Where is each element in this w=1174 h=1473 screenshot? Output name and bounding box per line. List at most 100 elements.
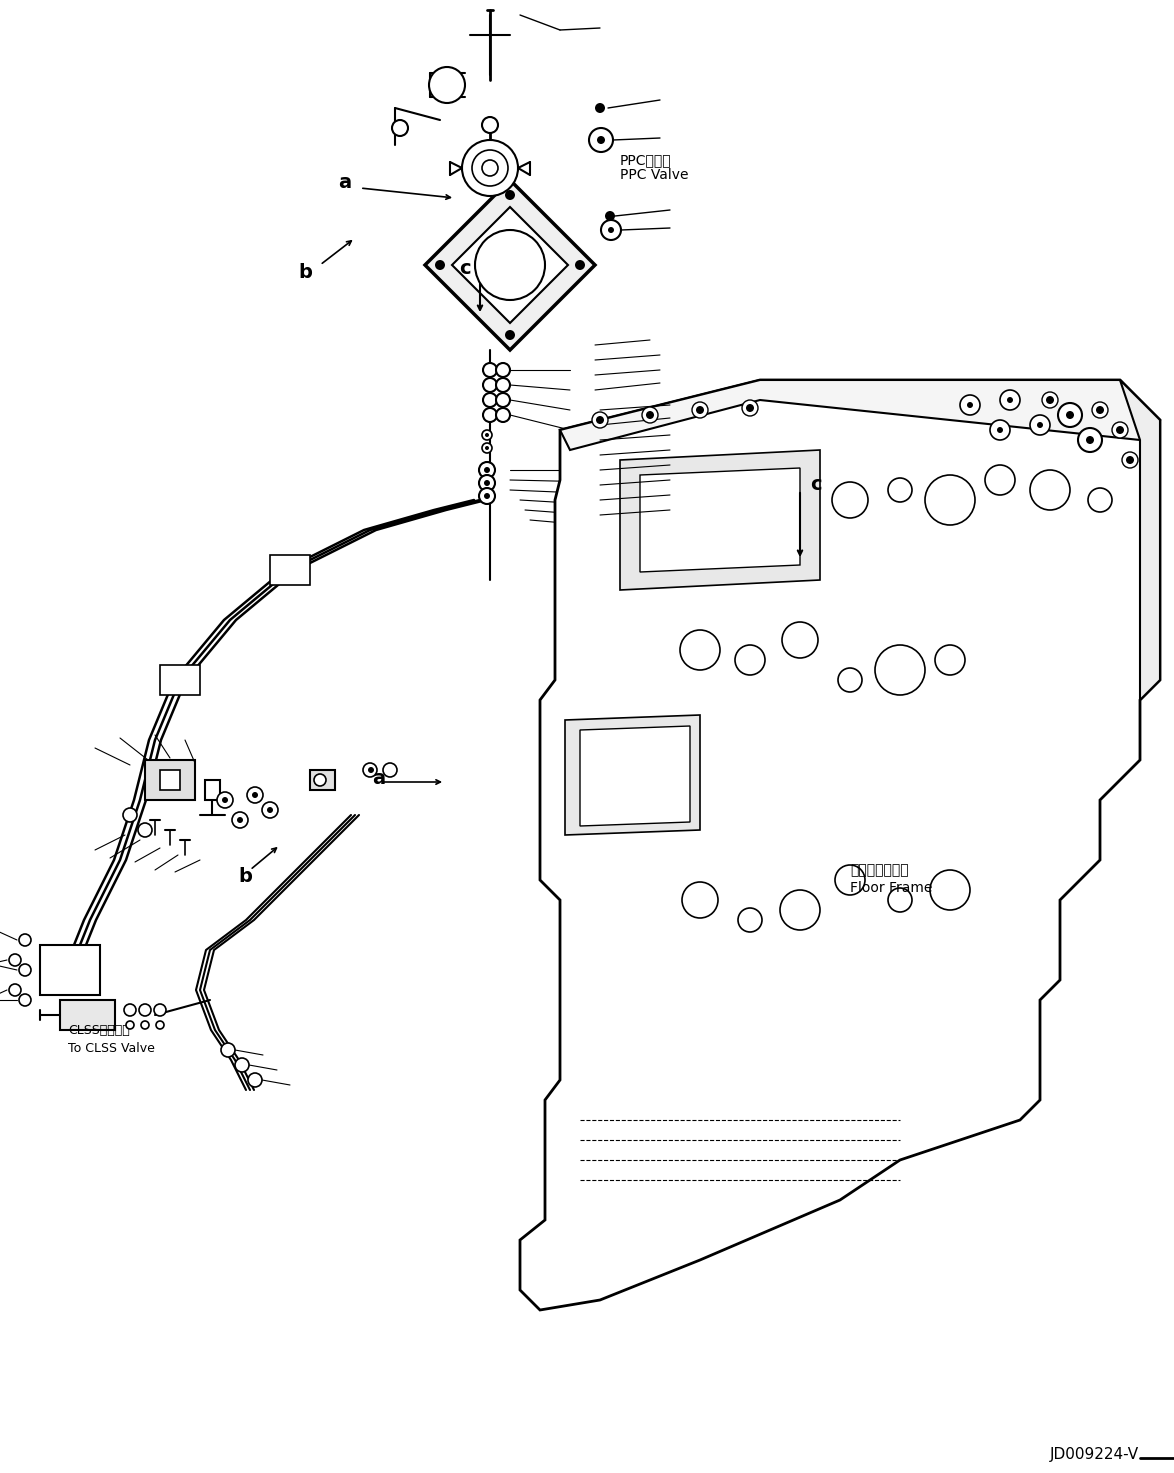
Circle shape	[235, 1058, 249, 1072]
Text: c: c	[459, 258, 471, 277]
Circle shape	[1037, 421, 1043, 429]
Circle shape	[1116, 426, 1124, 435]
Text: a: a	[372, 769, 385, 788]
Circle shape	[1078, 429, 1102, 452]
Circle shape	[1007, 398, 1013, 404]
Bar	[160, 664, 200, 695]
Circle shape	[601, 219, 621, 240]
Polygon shape	[205, 781, 220, 800]
Circle shape	[123, 809, 137, 822]
Circle shape	[484, 467, 490, 473]
Circle shape	[598, 136, 605, 144]
Circle shape	[985, 465, 1016, 495]
Circle shape	[888, 888, 912, 912]
Circle shape	[495, 408, 510, 421]
Circle shape	[1030, 470, 1070, 510]
Text: Floor Frame: Floor Frame	[850, 881, 932, 896]
Circle shape	[935, 645, 965, 675]
Circle shape	[475, 230, 545, 300]
Circle shape	[247, 787, 263, 803]
Circle shape	[596, 415, 603, 424]
Circle shape	[232, 812, 248, 828]
Circle shape	[483, 408, 497, 421]
Circle shape	[595, 103, 605, 113]
Polygon shape	[160, 770, 180, 790]
Circle shape	[1030, 415, 1050, 435]
Circle shape	[19, 934, 31, 946]
Text: b: b	[238, 868, 252, 887]
Bar	[270, 555, 310, 585]
Circle shape	[925, 474, 974, 524]
Circle shape	[221, 1043, 235, 1058]
Circle shape	[838, 667, 862, 692]
Polygon shape	[560, 380, 1160, 449]
Circle shape	[9, 955, 21, 966]
Circle shape	[1126, 457, 1134, 464]
Text: JD009224-V: JD009224-V	[1050, 1448, 1139, 1463]
Circle shape	[156, 1021, 164, 1030]
Circle shape	[1000, 390, 1020, 409]
Circle shape	[589, 128, 613, 152]
Circle shape	[505, 190, 515, 200]
Polygon shape	[452, 208, 568, 323]
Text: CLSSバルブへ: CLSSバルブへ	[68, 1024, 130, 1037]
Circle shape	[19, 963, 31, 977]
Text: To CLSS Valve: To CLSS Valve	[68, 1041, 155, 1055]
Circle shape	[738, 907, 762, 932]
Circle shape	[483, 393, 497, 407]
Circle shape	[605, 211, 615, 221]
Circle shape	[1066, 411, 1074, 418]
Circle shape	[930, 871, 970, 910]
Circle shape	[960, 395, 980, 415]
Polygon shape	[520, 380, 1160, 1309]
Circle shape	[483, 116, 498, 133]
Circle shape	[367, 767, 375, 773]
Circle shape	[742, 401, 758, 415]
Circle shape	[1046, 396, 1054, 404]
Circle shape	[575, 261, 585, 270]
Circle shape	[19, 994, 31, 1006]
Circle shape	[483, 379, 497, 392]
Polygon shape	[1120, 380, 1160, 700]
Circle shape	[1092, 402, 1108, 418]
Circle shape	[835, 865, 865, 896]
Circle shape	[990, 420, 1010, 440]
Polygon shape	[60, 1000, 115, 1030]
Circle shape	[139, 1005, 151, 1016]
Circle shape	[485, 433, 490, 437]
Circle shape	[141, 1021, 149, 1030]
Circle shape	[222, 797, 228, 803]
Circle shape	[780, 890, 819, 929]
Circle shape	[237, 818, 243, 823]
Text: a: a	[338, 174, 351, 193]
Circle shape	[483, 443, 492, 454]
Circle shape	[608, 227, 614, 233]
Circle shape	[1097, 407, 1104, 414]
Text: フロアフレーム: フロアフレーム	[850, 863, 909, 876]
Circle shape	[495, 362, 510, 377]
Circle shape	[262, 801, 278, 818]
Circle shape	[463, 140, 518, 196]
Circle shape	[967, 402, 973, 408]
Circle shape	[429, 66, 465, 103]
Circle shape	[483, 430, 492, 440]
Text: PPC Valve: PPC Valve	[620, 168, 688, 183]
Circle shape	[495, 393, 510, 407]
Circle shape	[9, 984, 21, 996]
Circle shape	[691, 402, 708, 418]
Circle shape	[154, 1005, 166, 1016]
Circle shape	[266, 807, 274, 813]
Circle shape	[383, 763, 397, 776]
Circle shape	[495, 379, 510, 392]
Polygon shape	[310, 770, 335, 790]
Circle shape	[483, 161, 498, 175]
Circle shape	[646, 411, 654, 418]
Circle shape	[124, 1005, 136, 1016]
Circle shape	[592, 412, 608, 429]
Circle shape	[1043, 392, 1058, 408]
Text: b: b	[298, 262, 312, 281]
Circle shape	[782, 622, 818, 658]
Circle shape	[888, 479, 912, 502]
Polygon shape	[565, 714, 700, 835]
Circle shape	[505, 330, 515, 340]
